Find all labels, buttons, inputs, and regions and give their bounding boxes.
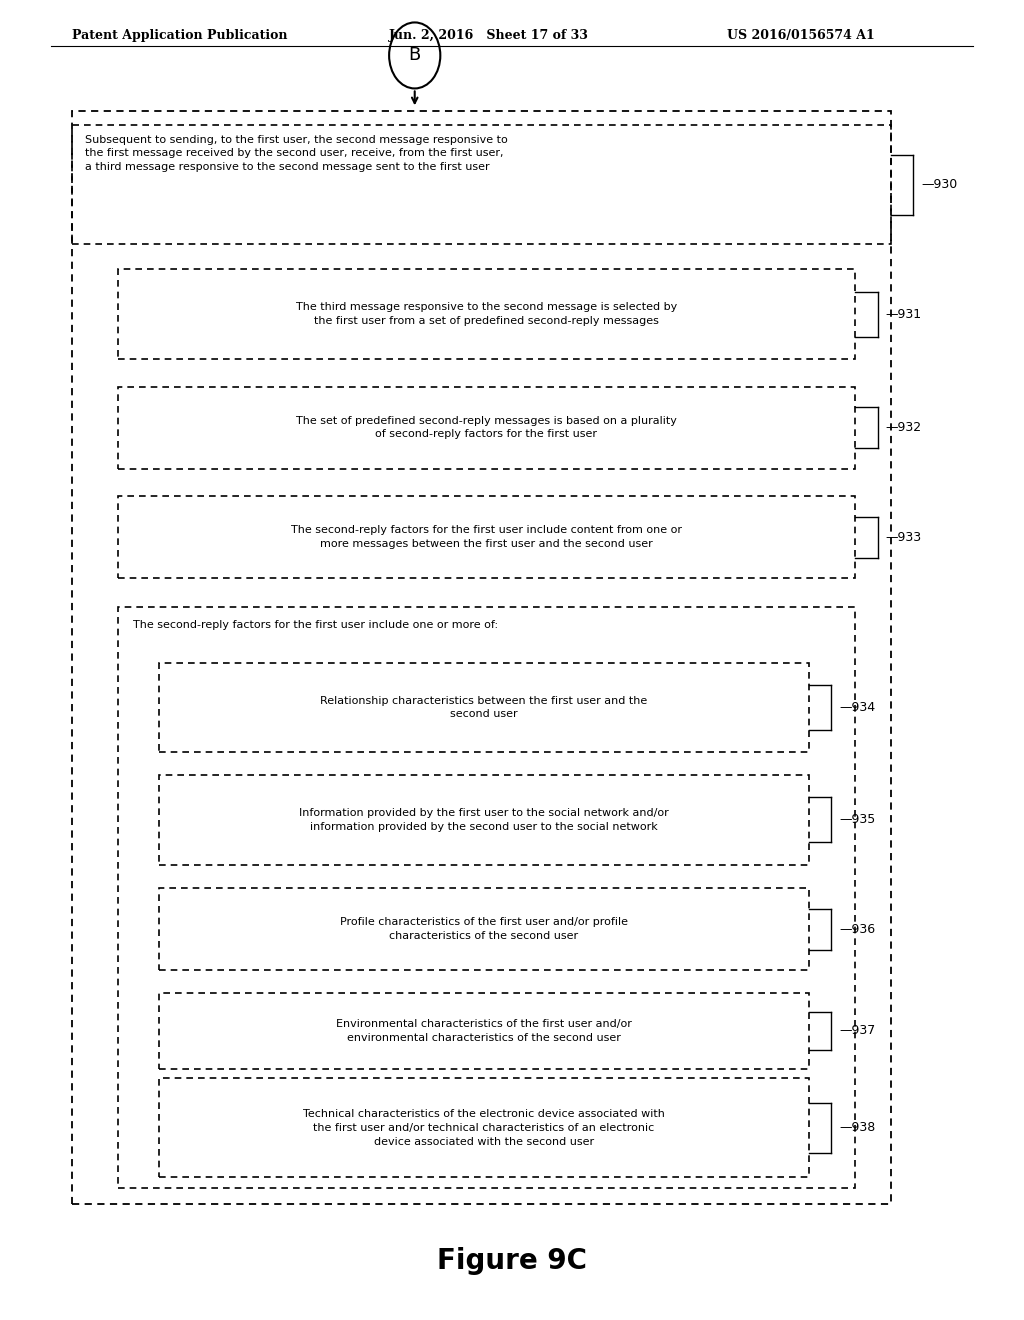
Text: Relationship characteristics between the first user and the
second user: Relationship characteristics between the… xyxy=(321,696,647,719)
Text: The second-reply factors for the first user include content from one or
more mes: The second-reply factors for the first u… xyxy=(291,525,682,549)
Text: Environmental characteristics of the first user and/or
environmental characteris: Environmental characteristics of the fir… xyxy=(336,1019,632,1043)
Text: The set of predefined second-reply messages is based on a plurality
of second-re: The set of predefined second-reply messa… xyxy=(296,416,677,440)
Text: —936: —936 xyxy=(840,923,876,936)
Text: The second-reply factors for the first user include one or more of:: The second-reply factors for the first u… xyxy=(133,620,499,631)
Text: —932: —932 xyxy=(886,421,922,434)
Text: Jun. 2, 2016   Sheet 17 of 33: Jun. 2, 2016 Sheet 17 of 33 xyxy=(389,29,589,42)
Text: —933: —933 xyxy=(886,531,922,544)
Text: The third message responsive to the second message is selected by
the first user: The third message responsive to the seco… xyxy=(296,302,677,326)
Text: US 2016/0156574 A1: US 2016/0156574 A1 xyxy=(727,29,874,42)
Text: B: B xyxy=(409,46,421,65)
Text: —935: —935 xyxy=(840,813,876,826)
Text: —930: —930 xyxy=(922,178,957,191)
Text: Figure 9C: Figure 9C xyxy=(437,1247,587,1275)
Text: Information provided by the first user to the social network and/or
information : Information provided by the first user t… xyxy=(299,808,669,832)
Text: —938: —938 xyxy=(840,1122,876,1134)
Text: —937: —937 xyxy=(840,1024,876,1038)
Text: Profile characteristics of the first user and/or profile
characteristics of the : Profile characteristics of the first use… xyxy=(340,917,628,941)
Text: Technical characteristics of the electronic device associated with
the first use: Technical characteristics of the electro… xyxy=(303,1109,665,1147)
Text: —934: —934 xyxy=(840,701,876,714)
Text: Patent Application Publication: Patent Application Publication xyxy=(72,29,287,42)
Text: Subsequent to sending, to the first user, the second message responsive to
the f: Subsequent to sending, to the first user… xyxy=(85,135,508,172)
Text: —931: —931 xyxy=(886,308,922,321)
